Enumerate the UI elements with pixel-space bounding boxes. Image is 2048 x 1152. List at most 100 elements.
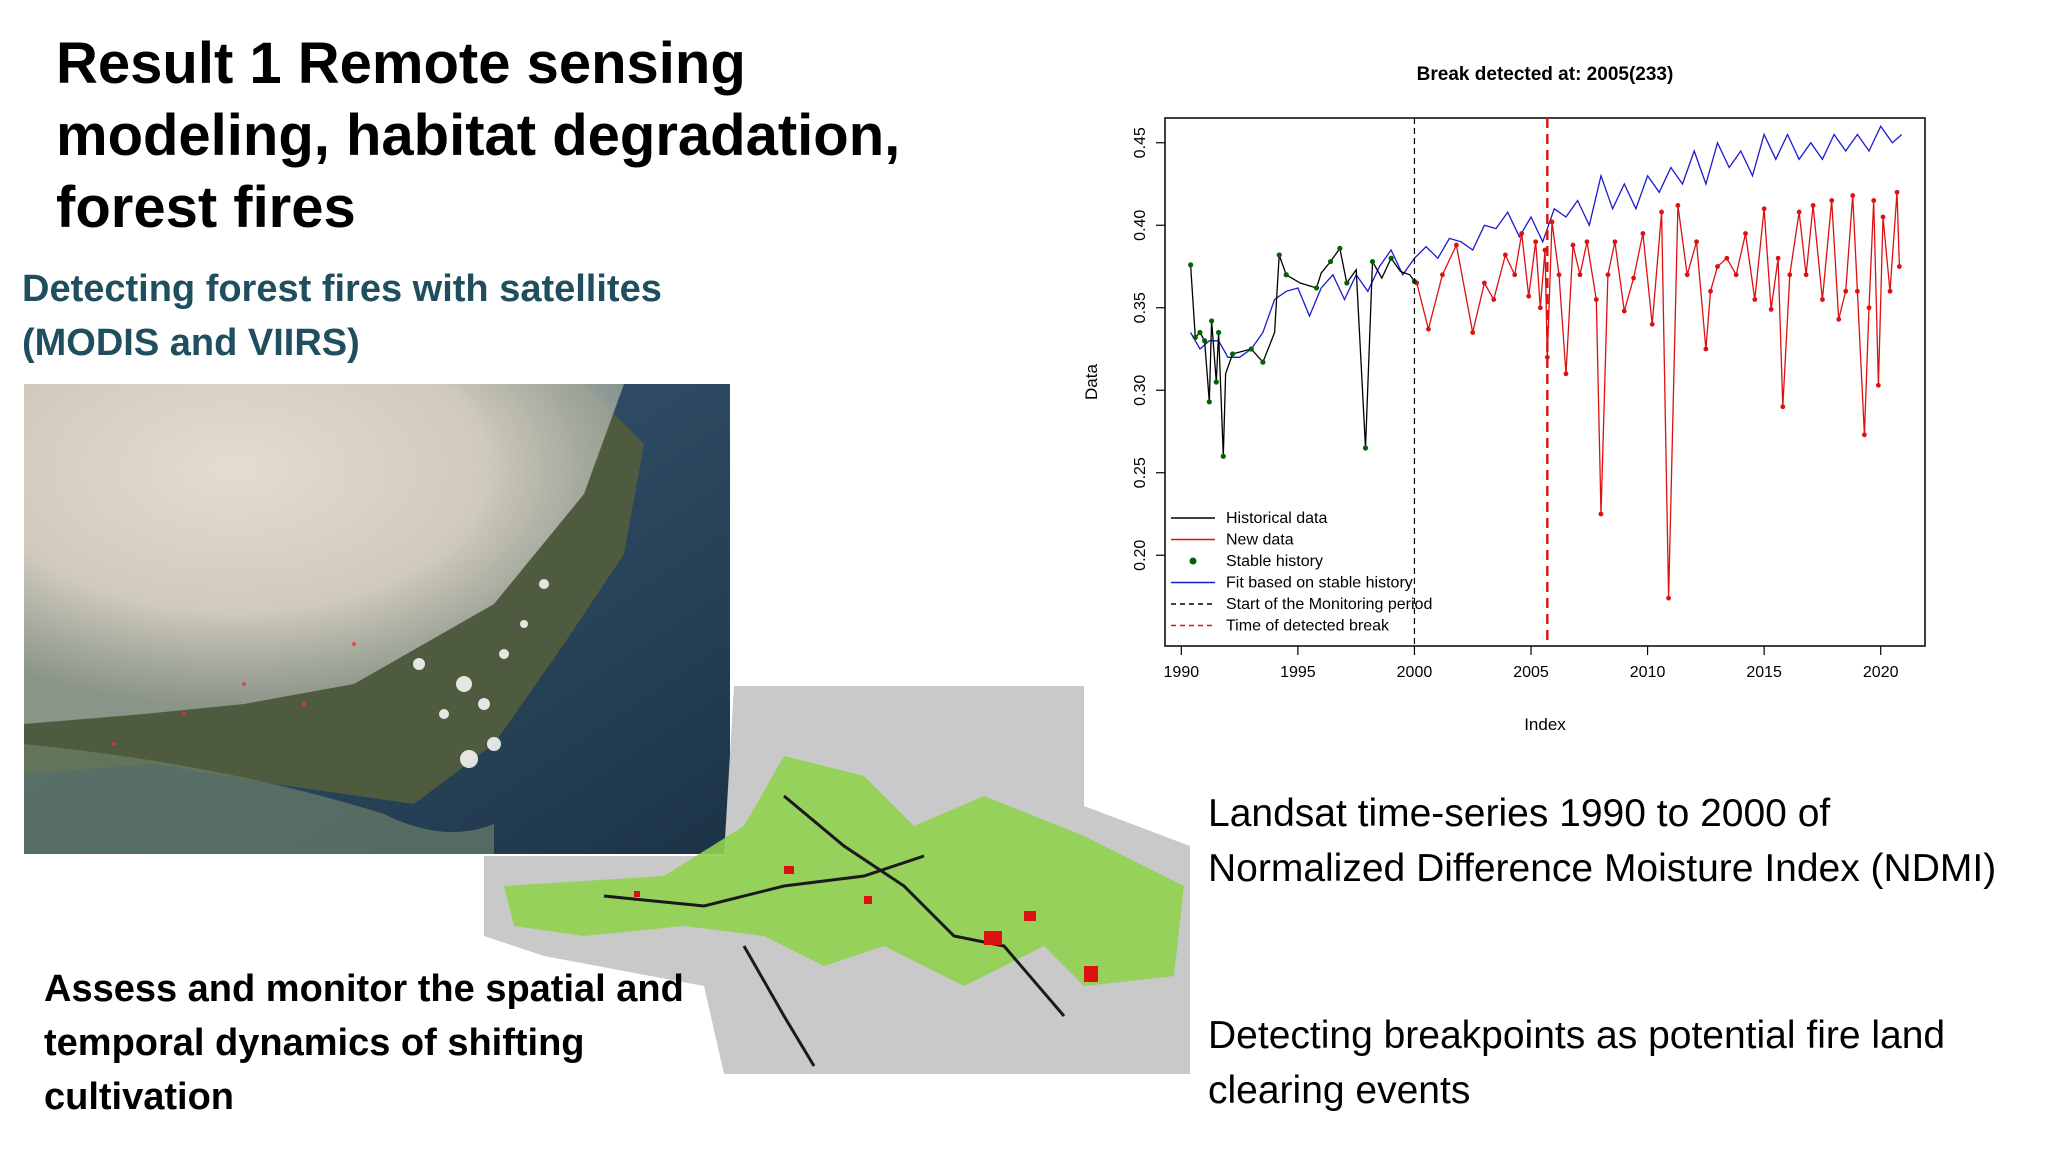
legend-label: Time of detected break bbox=[1226, 618, 1390, 635]
new-data-point bbox=[1454, 242, 1459, 248]
new-data-point bbox=[1703, 346, 1709, 352]
legend-label: Historical data bbox=[1226, 510, 1327, 527]
stable-history-point bbox=[1188, 262, 1194, 268]
stable-history-point bbox=[1276, 252, 1282, 258]
new-data-point bbox=[1780, 404, 1786, 410]
new-data-point bbox=[1612, 239, 1618, 245]
new-data-point bbox=[1843, 288, 1849, 294]
chart-legend: Historical data New data Stable history Fit… bbox=[1171, 510, 1432, 635]
new-data-point bbox=[1761, 206, 1767, 212]
y-tick-label: 0.20 bbox=[1132, 540, 1149, 571]
stable-history-point bbox=[1313, 285, 1320, 291]
stable-history-point bbox=[1192, 334, 1198, 341]
new-data-point bbox=[1666, 595, 1671, 601]
new-data-point bbox=[1743, 231, 1748, 236]
stable-history-point bbox=[1202, 338, 1208, 344]
legend-swatch bbox=[1189, 557, 1197, 565]
x-tick-label: 2010 bbox=[1630, 664, 1666, 681]
stable-history-point bbox=[1216, 329, 1222, 336]
satellite-image bbox=[24, 384, 730, 854]
new-data-point bbox=[1549, 219, 1555, 225]
stable-history-point bbox=[1283, 272, 1289, 278]
stable-history-point bbox=[1369, 258, 1376, 265]
slide-subtitle: Detecting forest fires with satellites (… bbox=[22, 268, 662, 364]
stable-history-point bbox=[1337, 245, 1343, 251]
y-tick-label: 0.45 bbox=[1132, 127, 1149, 158]
new-data-point bbox=[1577, 272, 1583, 278]
new-data-point bbox=[1584, 239, 1590, 245]
new-data-point bbox=[1675, 203, 1681, 208]
legend-label: New data bbox=[1226, 532, 1294, 549]
x-tick-label: 2015 bbox=[1746, 664, 1782, 681]
new-data-point bbox=[1810, 203, 1816, 208]
chart-title: Break detected at: 2005(233) bbox=[1417, 64, 1674, 85]
new-data-point bbox=[1440, 272, 1445, 278]
plot-frame bbox=[1164, 117, 1926, 647]
stable-history-point bbox=[1344, 280, 1350, 286]
new-data-point bbox=[1829, 198, 1835, 203]
legend-label: Start of the Monitoring period bbox=[1226, 596, 1432, 613]
new-data-point bbox=[1481, 280, 1487, 286]
new-data-point bbox=[1649, 321, 1655, 327]
new-data-point bbox=[1570, 242, 1576, 248]
stable-history-point bbox=[1260, 359, 1266, 365]
new-data-point bbox=[1854, 288, 1860, 294]
new-data-point bbox=[1724, 255, 1730, 261]
new-data-point bbox=[1593, 297, 1599, 302]
stable-history-point bbox=[1220, 453, 1226, 459]
breakpoint-description: Detecting breakpoints as potential fire … bbox=[1208, 1014, 1946, 1112]
new-data-point bbox=[1426, 326, 1431, 332]
landsat-description: Landsat time-series 1990 to 2000 of Norm… bbox=[1208, 792, 1997, 890]
chart-plot-area bbox=[1188, 118, 1903, 646]
new-data-point bbox=[1563, 371, 1569, 377]
new-data-point bbox=[1875, 382, 1881, 388]
stable-history-point bbox=[1362, 445, 1369, 451]
legend-label: Stable history bbox=[1226, 553, 1323, 570]
new-data-point bbox=[1796, 209, 1802, 215]
new-data-point bbox=[1787, 272, 1793, 278]
new-data-point bbox=[1526, 293, 1532, 299]
new-data-point bbox=[1684, 272, 1690, 278]
new-data-point bbox=[1887, 288, 1893, 294]
y-axis-label: Data bbox=[1082, 364, 1101, 400]
new-data-point bbox=[1820, 297, 1825, 302]
new-data-point bbox=[1768, 307, 1774, 312]
new-data-point bbox=[1803, 272, 1809, 278]
new-data-point bbox=[1556, 272, 1562, 278]
new-data-point bbox=[1708, 288, 1713, 294]
new-data-point bbox=[1659, 209, 1664, 215]
new-data-point bbox=[1491, 297, 1497, 302]
new-data-point bbox=[1775, 255, 1781, 261]
new-data-point bbox=[1694, 239, 1699, 245]
y-tick-label: 0.25 bbox=[1132, 457, 1149, 488]
stable-history-point bbox=[1248, 346, 1254, 352]
new-data-point bbox=[1752, 297, 1758, 302]
new-data-point bbox=[1598, 511, 1604, 517]
new-data-line bbox=[1416, 192, 1901, 599]
stable-history-point bbox=[1388, 255, 1394, 261]
land-cover-map bbox=[484, 686, 1190, 1074]
x-tick-label: 1995 bbox=[1280, 664, 1316, 681]
new-data-point bbox=[1640, 231, 1646, 236]
new-data-point bbox=[1621, 308, 1627, 314]
slide-title: Result 1 Remote sensing modeling, habita… bbox=[56, 31, 901, 240]
x-tick-label: 1990 bbox=[1164, 664, 1200, 681]
new-data-point bbox=[1896, 264, 1902, 269]
new-data-point bbox=[1861, 432, 1867, 438]
new-data-point bbox=[1871, 198, 1877, 203]
chart-axes: 1990 1995 2000 2005 2010 2015 2020 0.20 0.25 0.30… bbox=[1132, 127, 1899, 681]
new-data-point bbox=[1519, 231, 1525, 236]
caption-shifting-cultivation: Assess and monitor the spatial and tempo… bbox=[44, 968, 684, 1118]
x-tick-label: 2000 bbox=[1397, 664, 1433, 681]
stable-history-point bbox=[1209, 318, 1215, 324]
y-tick-label: 0.40 bbox=[1132, 210, 1149, 241]
x-axis-label: Index bbox=[1524, 715, 1566, 734]
stable-history-point bbox=[1230, 351, 1236, 357]
stable-history-point bbox=[1197, 329, 1203, 336]
new-data-point bbox=[1715, 264, 1720, 269]
stable-history-point bbox=[1327, 258, 1334, 265]
new-data-point bbox=[1533, 239, 1539, 245]
new-data-point bbox=[1880, 214, 1886, 220]
new-data-point bbox=[1502, 252, 1508, 258]
new-data-point bbox=[1894, 189, 1900, 195]
